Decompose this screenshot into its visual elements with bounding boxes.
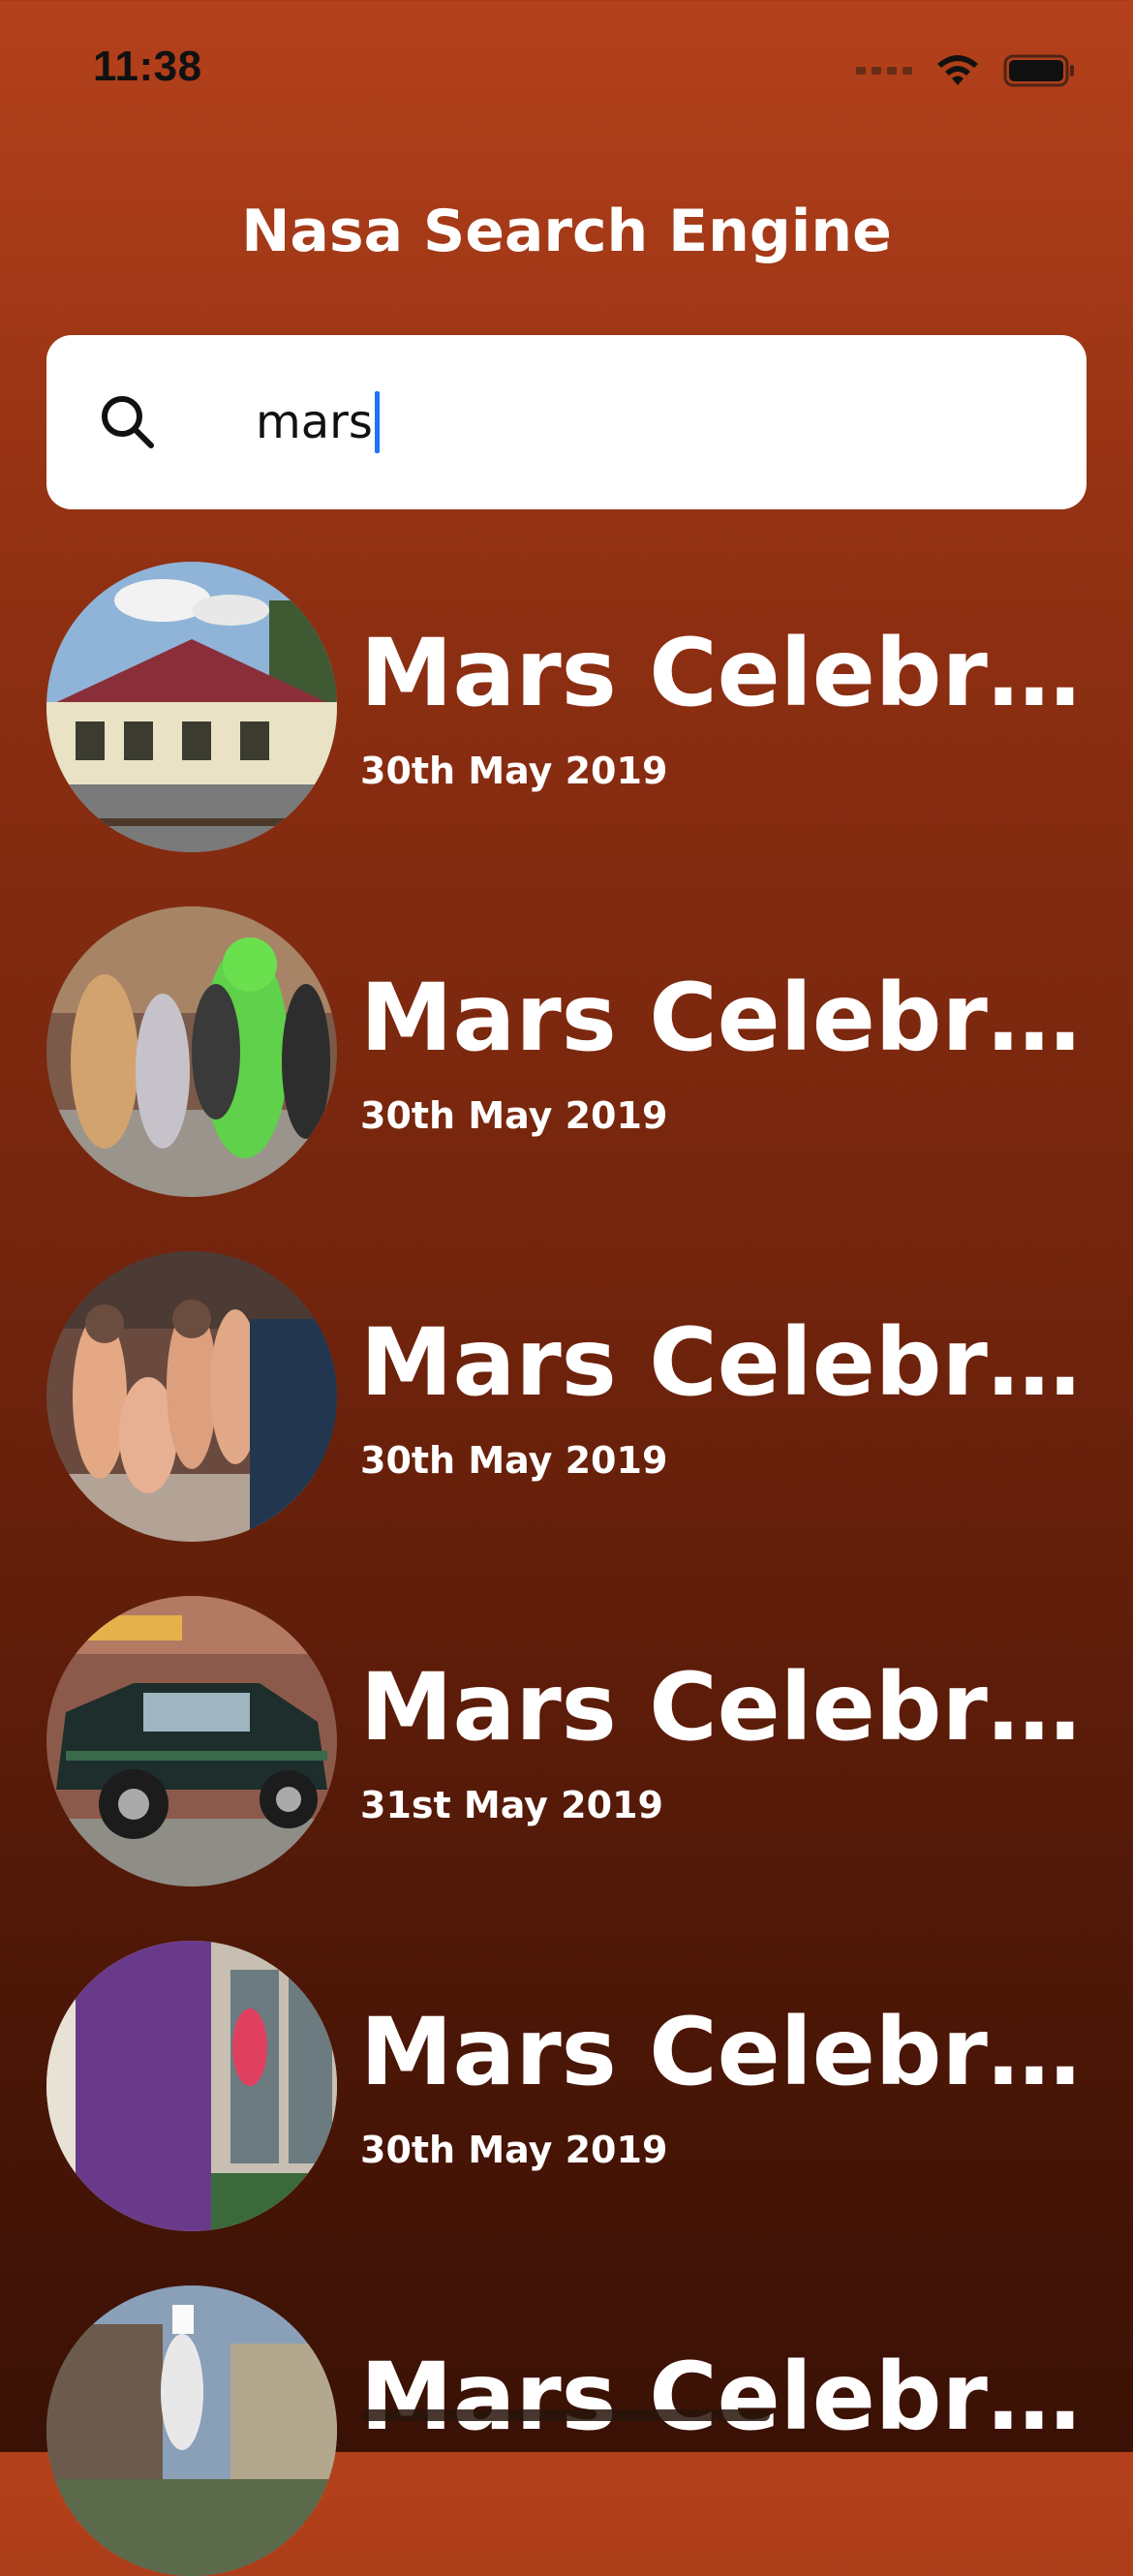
cellular-signal-icon <box>856 67 912 75</box>
status-bar: 11:38 <box>0 0 1133 145</box>
result-thumbnail <box>46 1251 337 1542</box>
list-item[interactable]: Mars Celebr… <box>46 2285 1087 2576</box>
result-date: 31st May 2019 <box>360 1784 663 1826</box>
list-item[interactable]: Mars Celebr… 30th May 2019 <box>46 562 1087 852</box>
battery-icon <box>1003 53 1077 88</box>
search-bar[interactable]: mars <box>46 335 1087 509</box>
result-title: Mars Celebr… <box>360 1309 1081 1416</box>
wifi-icon <box>934 52 982 89</box>
result-thumbnail <box>46 562 337 852</box>
list-item[interactable]: Mars Celebr… 31st May 2019 <box>46 1596 1087 1886</box>
list-item[interactable]: Mars Celebr… 30th May 2019 <box>46 906 1087 1197</box>
result-thumbnail <box>46 1596 337 1886</box>
text-caret <box>374 391 380 453</box>
search-input[interactable]: mars <box>256 391 380 453</box>
result-thumbnail <box>46 906 337 1197</box>
list-item[interactable]: Mars Celebr… 30th May 2019 <box>46 1251 1087 1542</box>
result-date: 30th May 2019 <box>360 1439 668 1482</box>
result-title: Mars Celebr… <box>360 1999 1081 2105</box>
result-date: 30th May 2019 <box>360 750 668 792</box>
result-thumbnail <box>46 2285 337 2576</box>
result-date: 30th May 2019 <box>360 1094 668 1137</box>
result-thumbnail <box>46 1941 337 2231</box>
result-title: Mars Celebr… <box>360 620 1081 726</box>
page-title: Nasa Search Engine <box>241 198 892 265</box>
status-time: 11:38 <box>93 43 202 90</box>
result-title: Mars Celebr… <box>360 1654 1081 1761</box>
status-icons <box>856 48 1077 93</box>
result-title: Mars Celebr… <box>360 2344 1081 2450</box>
result-date: 30th May 2019 <box>360 2129 668 2171</box>
home-indicator[interactable] <box>363 2409 770 2421</box>
result-title: Mars Celebr… <box>360 965 1081 1071</box>
search-icon <box>89 383 167 461</box>
list-item[interactable]: Mars Celebr… 30th May 2019 <box>46 1941 1087 2231</box>
search-input-value: mars <box>256 395 373 449</box>
